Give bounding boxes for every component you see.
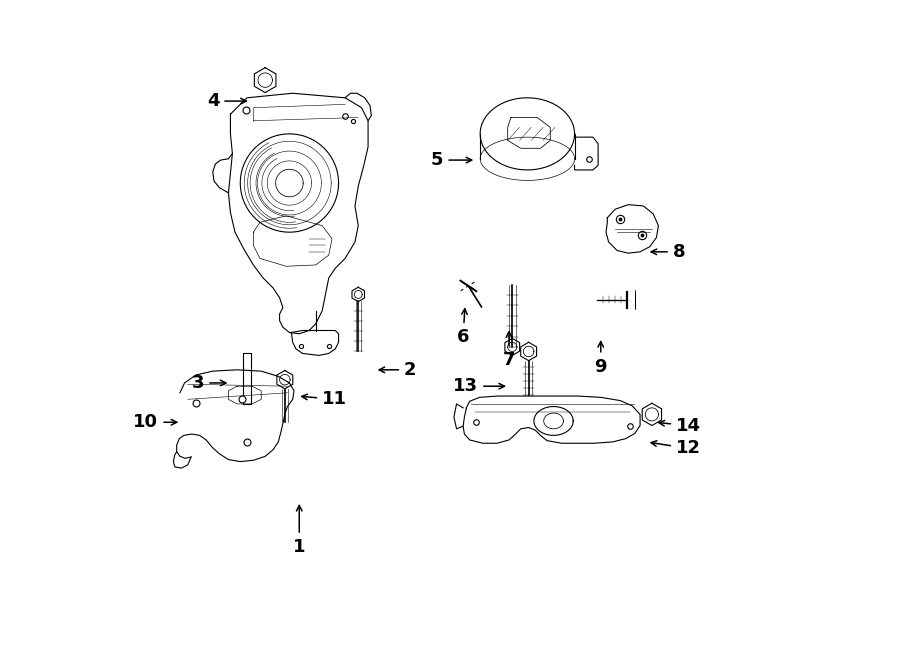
Text: 9: 9 bbox=[595, 342, 607, 375]
Text: 5: 5 bbox=[431, 151, 472, 169]
Text: 11: 11 bbox=[302, 391, 347, 408]
Text: 14: 14 bbox=[659, 416, 701, 434]
Text: 13: 13 bbox=[454, 377, 505, 395]
Text: 10: 10 bbox=[133, 413, 176, 431]
Text: 2: 2 bbox=[379, 361, 417, 379]
Text: 1: 1 bbox=[293, 506, 305, 556]
Text: 3: 3 bbox=[192, 374, 226, 392]
Text: 7: 7 bbox=[503, 332, 515, 369]
Text: 8: 8 bbox=[651, 243, 686, 261]
Text: 4: 4 bbox=[207, 92, 247, 110]
Text: 6: 6 bbox=[457, 309, 470, 346]
Text: 12: 12 bbox=[651, 440, 701, 457]
